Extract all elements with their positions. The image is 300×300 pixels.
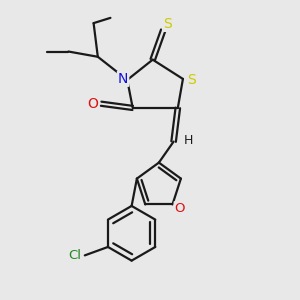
Text: O: O: [175, 202, 185, 215]
Text: Cl: Cl: [68, 249, 81, 262]
Text: H: H: [184, 134, 193, 147]
Text: O: O: [87, 97, 98, 111]
Text: S: S: [187, 73, 196, 87]
Text: S: S: [163, 17, 172, 31]
Text: N: N: [118, 72, 128, 86]
